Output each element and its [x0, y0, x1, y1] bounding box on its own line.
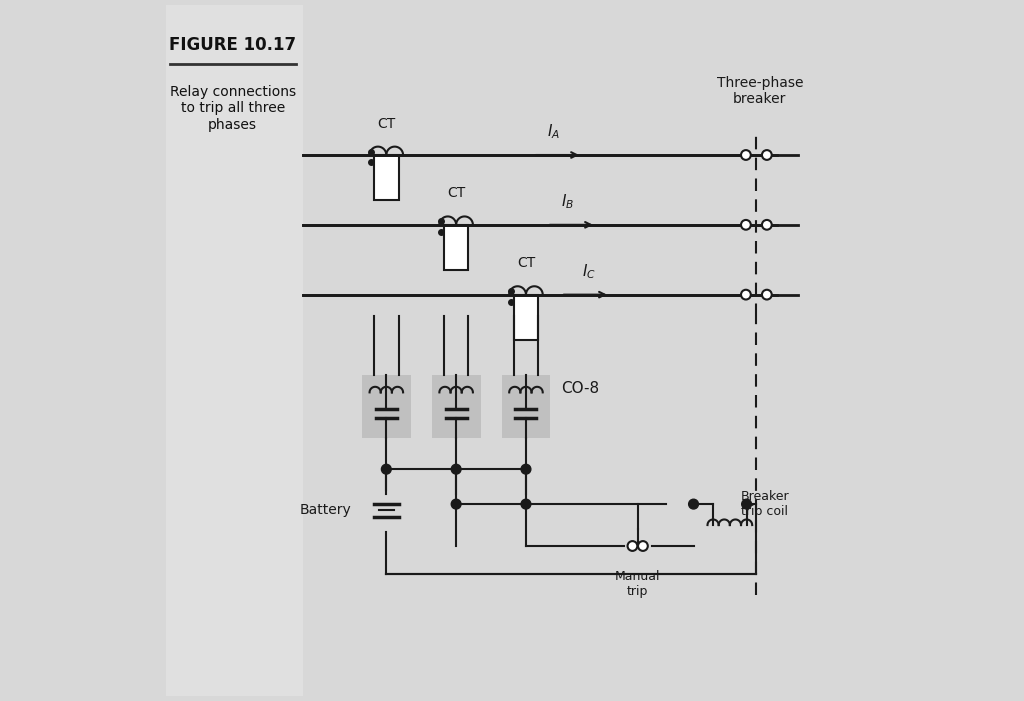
- Text: $\it{I}_B$: $\it{I}_B$: [561, 192, 574, 211]
- Circle shape: [762, 290, 772, 299]
- Circle shape: [521, 464, 530, 474]
- Circle shape: [762, 150, 772, 160]
- Circle shape: [741, 499, 752, 509]
- Circle shape: [689, 499, 698, 509]
- Circle shape: [741, 290, 751, 299]
- Circle shape: [628, 541, 637, 551]
- Text: Breaker
trip coil: Breaker trip coil: [741, 490, 790, 518]
- Text: CT: CT: [377, 116, 395, 130]
- Circle shape: [741, 150, 751, 160]
- Text: Three-phase
breaker: Three-phase breaker: [717, 76, 803, 106]
- Text: Relay connections
to trip all three
phases: Relay connections to trip all three phas…: [170, 86, 296, 132]
- Text: CT: CT: [517, 256, 536, 270]
- Circle shape: [741, 220, 751, 230]
- Circle shape: [452, 499, 461, 509]
- Text: FIGURE 10.17: FIGURE 10.17: [169, 36, 296, 54]
- Circle shape: [452, 464, 461, 474]
- FancyBboxPatch shape: [444, 225, 468, 270]
- Text: CO-8: CO-8: [561, 381, 599, 396]
- Text: $\it{I}_C$: $\it{I}_C$: [582, 262, 596, 280]
- Circle shape: [638, 541, 648, 551]
- FancyBboxPatch shape: [502, 375, 551, 438]
- Circle shape: [521, 499, 530, 509]
- Text: Manual
trip: Manual trip: [615, 571, 660, 599]
- FancyBboxPatch shape: [361, 375, 411, 438]
- Circle shape: [762, 220, 772, 230]
- Text: CT: CT: [447, 186, 465, 200]
- FancyBboxPatch shape: [166, 5, 302, 696]
- FancyBboxPatch shape: [514, 294, 539, 340]
- FancyBboxPatch shape: [432, 375, 480, 438]
- Text: $\it{I}_A$: $\it{I}_A$: [547, 123, 560, 141]
- Text: Battery: Battery: [300, 503, 351, 517]
- FancyBboxPatch shape: [374, 155, 398, 200]
- Circle shape: [381, 464, 391, 474]
